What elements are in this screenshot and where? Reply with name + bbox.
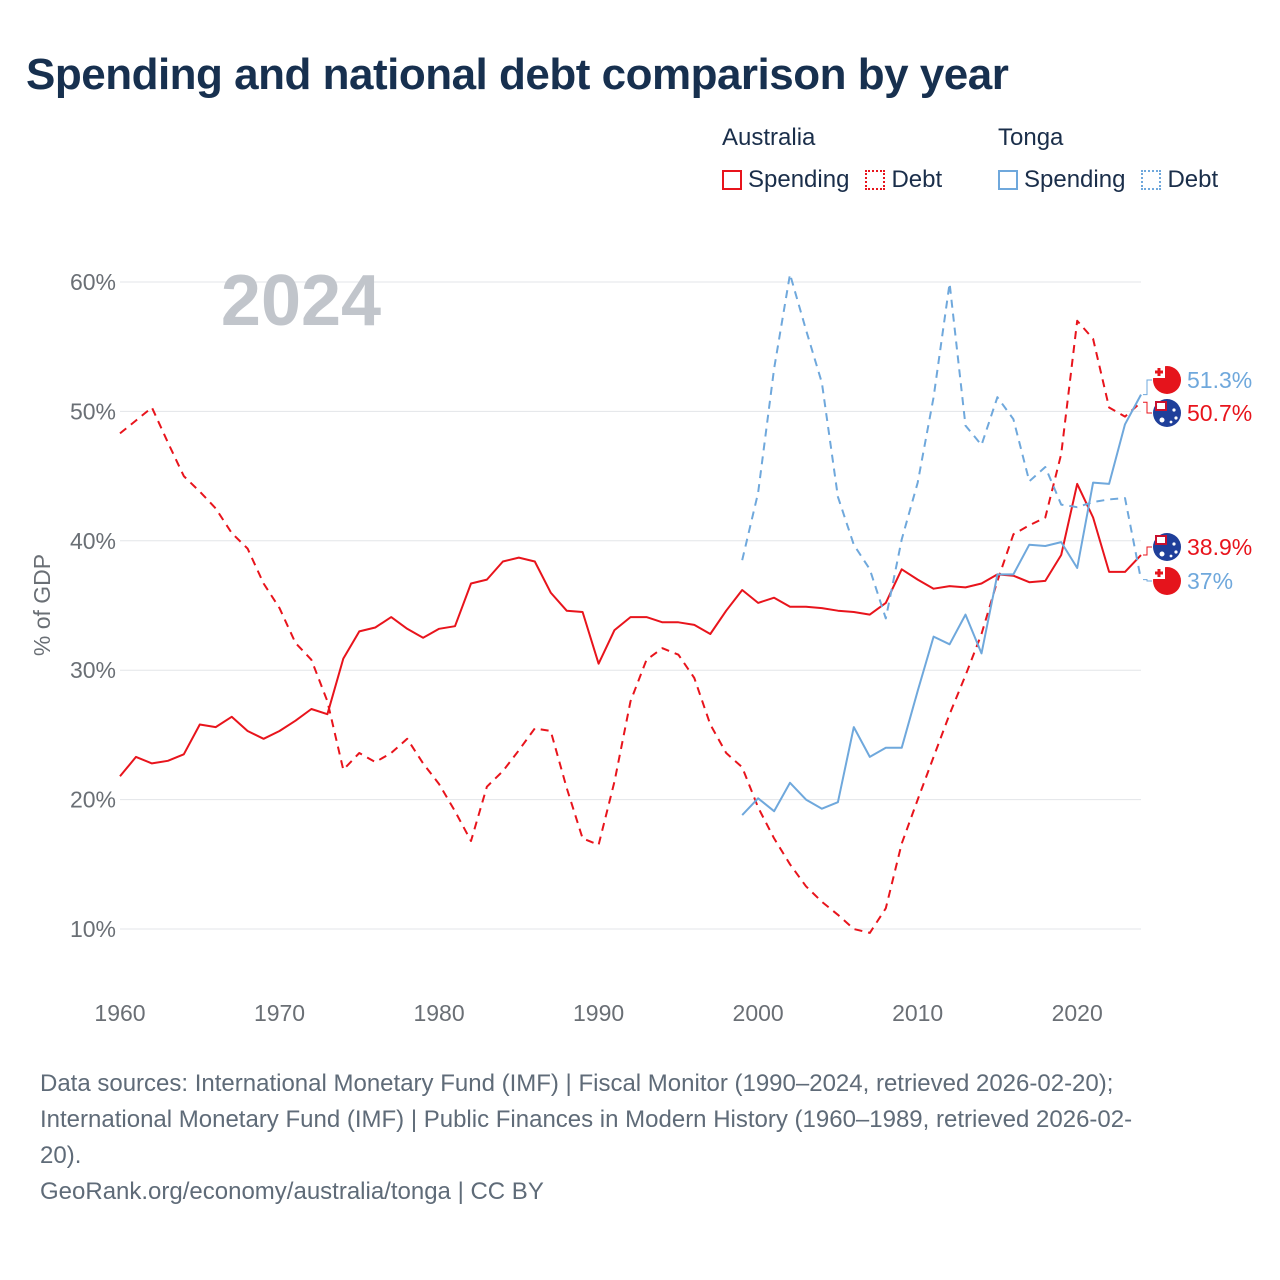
legend-group-tonga: Tonga Spending Debt bbox=[998, 124, 1218, 194]
x-axis-ticks: 1960 1970 1980 1990 2000 2010 2020 bbox=[94, 1000, 1102, 1026]
y-tick-label: 20% bbox=[70, 787, 116, 813]
year-watermark: 2024 bbox=[221, 261, 381, 341]
x-tick-label: 1960 bbox=[94, 1000, 145, 1026]
australia-flag-icon bbox=[1153, 399, 1181, 427]
y-tick-label: 30% bbox=[70, 657, 116, 683]
x-tick-label: 1980 bbox=[413, 1000, 464, 1026]
legend-group-australia: Australia Spending Debt bbox=[722, 124, 942, 194]
dotted-line-swatch-icon bbox=[1141, 170, 1162, 190]
end-value-label: 51.3% bbox=[1187, 367, 1252, 393]
gridlines bbox=[120, 281, 1141, 930]
y-axis-ticks: 10% 20% 30% 40% 50% 60% bbox=[70, 269, 116, 942]
series-line-tonga-debt bbox=[741, 273, 1142, 620]
x-tick-label: 2020 bbox=[1052, 1000, 1103, 1026]
sources-line: International Monetary Fund (IMF) | Publ… bbox=[40, 1106, 1133, 1133]
solid-line-swatch-icon bbox=[998, 170, 1018, 190]
data-sources: Data sources: International Monetary Fun… bbox=[40, 1066, 1240, 1210]
end-label-connector bbox=[1143, 579, 1152, 582]
legend-country-label: Tonga bbox=[998, 124, 1064, 151]
australia-flag-icon bbox=[1153, 533, 1181, 561]
end-value-label: 50.7% bbox=[1187, 400, 1252, 426]
x-tick-label: 2000 bbox=[733, 1000, 784, 1026]
legend-item-australia-spending[interactable]: Spending bbox=[722, 166, 849, 194]
chart-title: Spending and national debt comparison by… bbox=[26, 50, 1009, 99]
series-line-australia-debt bbox=[119, 319, 1142, 934]
sources-line: Data sources: International Monetary Fun… bbox=[40, 1070, 1114, 1097]
end-value-label: 37% bbox=[1187, 568, 1233, 594]
legend-item-label: Debt bbox=[1167, 166, 1219, 193]
end-labels: 51.3% 50.7% 38.9% 37% bbox=[1143, 366, 1252, 595]
legend-item-tonga-spending[interactable]: Spending bbox=[998, 166, 1125, 194]
y-tick-label: 40% bbox=[70, 528, 116, 554]
tonga-flag-icon bbox=[1153, 366, 1181, 394]
legend-item-label: Spending bbox=[748, 166, 850, 193]
x-tick-label: 1990 bbox=[573, 1000, 624, 1026]
legend-item-australia-debt[interactable]: Debt bbox=[865, 166, 942, 194]
end-label-connector bbox=[1143, 546, 1152, 556]
y-tick-label: 60% bbox=[70, 269, 116, 295]
end-value-label: 38.9% bbox=[1187, 534, 1252, 560]
x-tick-label: 1970 bbox=[254, 1000, 305, 1026]
tonga-flag-icon bbox=[1153, 567, 1181, 595]
series-line-tonga-spending bbox=[741, 394, 1142, 816]
x-tick-label: 2010 bbox=[892, 1000, 943, 1026]
y-tick-label: 50% bbox=[70, 398, 116, 424]
series-line-australia-spending bbox=[119, 482, 1142, 777]
end-label-connector bbox=[1143, 379, 1152, 396]
y-axis-label: % of GDP bbox=[29, 554, 55, 656]
line-chart: 10% 20% 30% 40% 50% 60% 1960 1970 1980 1990 2000 2… bbox=[29, 261, 1252, 1026]
credit-link[interactable]: GeoRank.org/economy/australia/tonga | CC… bbox=[40, 1178, 544, 1205]
legend-item-label: Spending bbox=[1024, 166, 1126, 193]
solid-line-swatch-icon bbox=[722, 170, 742, 190]
y-tick-label: 10% bbox=[70, 916, 116, 942]
end-label-connector bbox=[1143, 401, 1152, 414]
legend-item-label: Debt bbox=[891, 166, 943, 193]
series-lines bbox=[119, 273, 1142, 934]
dotted-line-swatch-icon bbox=[865, 170, 886, 190]
sources-line: 20). bbox=[40, 1142, 82, 1169]
legend-item-tonga-debt[interactable]: Debt bbox=[1141, 166, 1218, 194]
legend-country-label: Australia bbox=[722, 124, 816, 151]
